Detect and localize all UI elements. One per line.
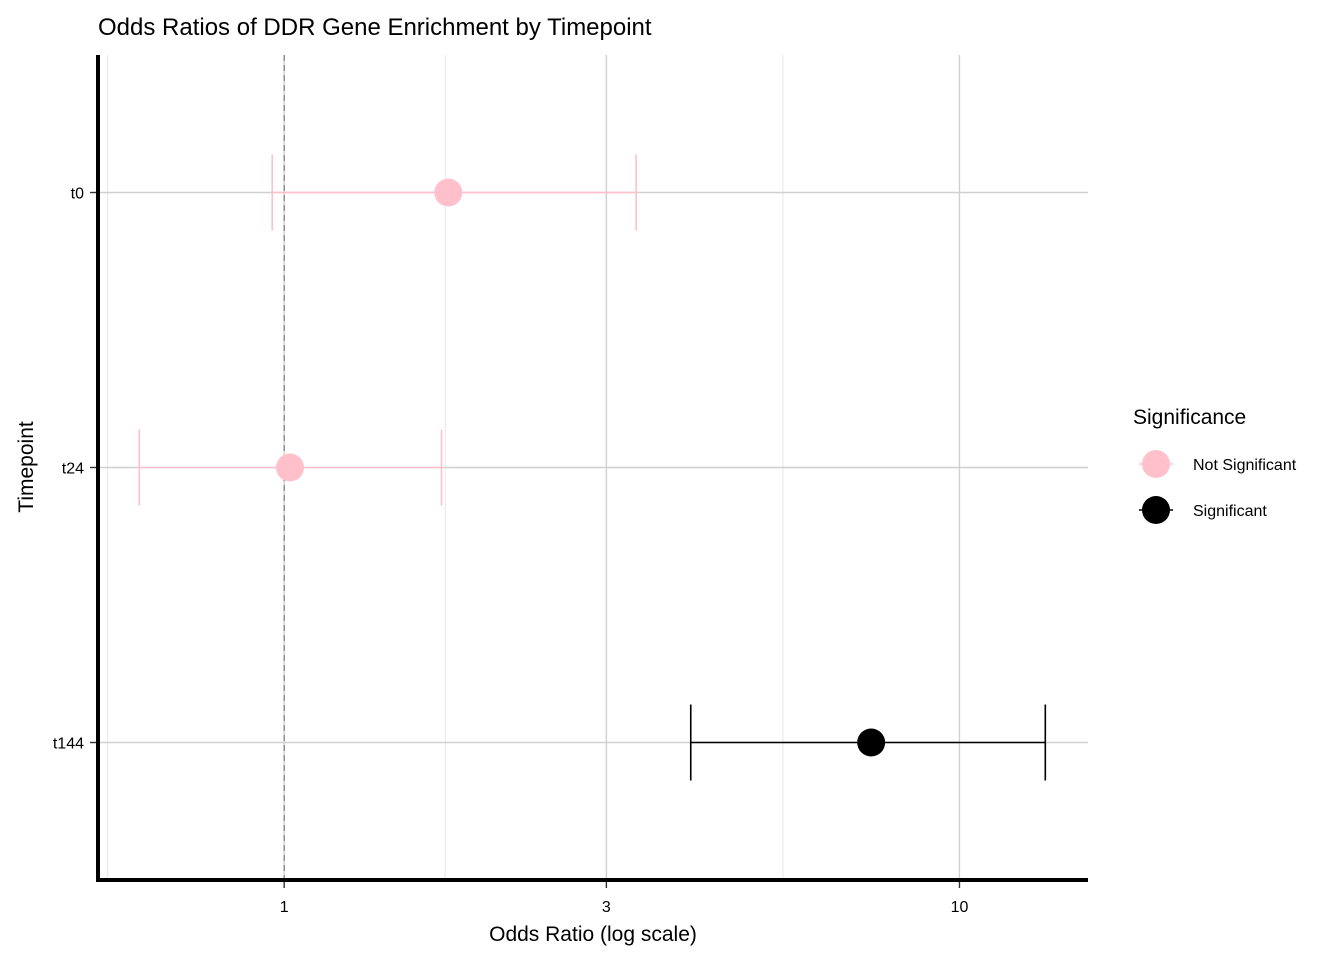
y-tick-label: t0: [71, 186, 84, 203]
legend-label: Not Significant: [1193, 457, 1297, 474]
axes: 1 3 10 t0 t24 t144: [53, 55, 1088, 916]
legend-entry: Significant: [1139, 496, 1267, 524]
legend-title: Significance: [1133, 406, 1246, 429]
legend-entry: Not Significant: [1139, 450, 1297, 478]
data-layer: [138, 154, 1047, 781]
x-tick-label: 10: [951, 899, 969, 916]
x-axis-title: Odds Ratio (log scale): [489, 923, 697, 946]
odds-ratio-point: [857, 728, 886, 757]
data-point-t24: [138, 429, 443, 506]
odds-ratio-point: [434, 178, 463, 207]
x-tick-label: 3: [602, 899, 611, 916]
chart-title: Odds Ratios of DDR Gene Enrichment by Ti…: [98, 14, 652, 41]
data-point-t0: [271, 154, 637, 231]
y-axis-title: Timepoint: [15, 421, 38, 513]
legend-label: Significant: [1193, 503, 1267, 520]
y-tick-label: t24: [62, 461, 84, 478]
data-point-t144: [689, 704, 1047, 781]
x-tick-label: 1: [280, 899, 289, 916]
y-tick-label: t144: [53, 736, 84, 753]
legend-key-point: [1142, 496, 1170, 524]
legend-key-point: [1142, 450, 1170, 478]
legend: Significance Not Significant Significant: [1133, 406, 1297, 524]
odds-ratio-point: [275, 453, 304, 482]
